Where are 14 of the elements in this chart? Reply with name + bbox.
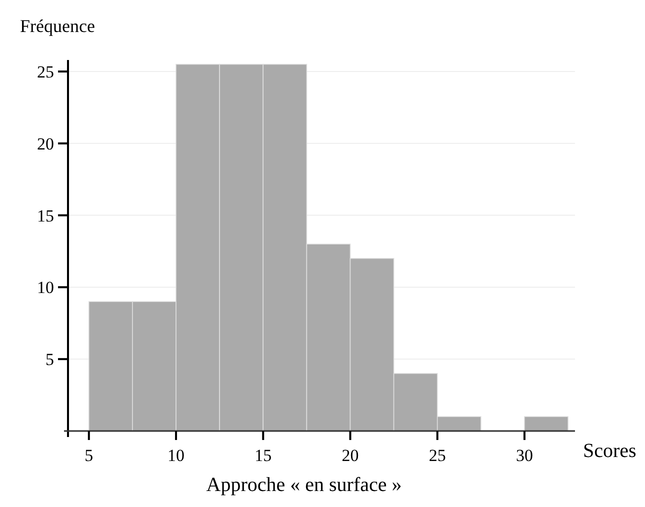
y-tick-label: 5 bbox=[46, 350, 54, 370]
y-axis-title: Fréquence bbox=[20, 16, 95, 36]
x-axis-title: Scores bbox=[583, 440, 637, 462]
x-tick-label: 20 bbox=[342, 446, 359, 465]
y-tick-label: 20 bbox=[37, 134, 54, 154]
x-tick-label: 15 bbox=[254, 446, 272, 465]
y-tick-label: 25 bbox=[37, 62, 54, 82]
y-tick-label: 15 bbox=[37, 206, 54, 226]
x-tick-label: 5 bbox=[84, 446, 94, 465]
x-tick-label: 10 bbox=[168, 446, 185, 465]
x-tick-label: 25 bbox=[428, 446, 446, 465]
y-tick-label: 10 bbox=[37, 278, 54, 298]
text: Approche « en surface » bbox=[206, 474, 402, 496]
x-tick-label: 30 bbox=[516, 446, 533, 465]
